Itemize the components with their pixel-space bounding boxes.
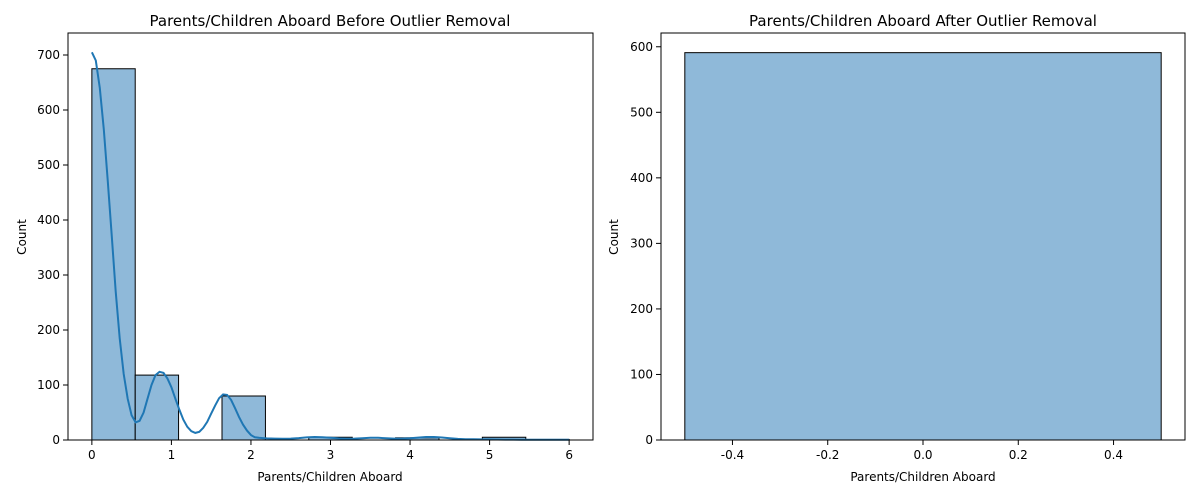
y-tick-label: 100 [37,378,60,392]
y-tick-label: 700 [37,48,60,62]
chart-left-x-ticks: 0 1 2 3 4 5 6 [88,440,573,462]
y-tick-label: 400 [630,171,653,185]
x-tick-label: 2 [247,448,255,462]
chart-right-y-ticks: 0 100 200 300 400 500 600 [630,40,661,447]
x-tick-label: 3 [327,448,335,462]
chart-right-x-ticks: -0.4 -0.2 0.0 0.2 0.4 [721,440,1123,462]
histogram-bar [684,52,1162,441]
chart-right-bars [684,52,1162,441]
chart-left-x-label: Parents/Children Aboard [257,470,402,484]
y-tick-label: 0 [645,433,653,447]
x-tick-label: -0.4 [721,448,744,462]
x-tick-label: 0.4 [1104,448,1123,462]
x-tick-label: 0.0 [913,448,932,462]
chart-right-title: Parents/Children Aboard After Outlier Re… [749,12,1097,30]
y-tick-label: 200 [37,323,60,337]
histogram-bar [134,374,180,441]
chart-left-title: Parents/Children Aboard Before Outlier R… [150,12,511,30]
chart-left-y-ticks: 0 100 200 300 400 500 600 700 [37,48,68,447]
chart-left-y-label: Count [15,219,29,255]
x-tick-label: 4 [406,448,414,462]
y-tick-label: 300 [630,236,653,250]
chart-right-x-label: Parents/Children Aboard [850,470,995,484]
chart-left-kde-line [90,51,570,441]
chart-right: Parents/Children Aboard After Outlier Re… [607,12,1186,484]
y-tick-label: 200 [630,302,653,316]
y-tick-label: 0 [52,433,60,447]
y-tick-label: 600 [37,103,60,117]
x-tick-label: 0 [88,448,96,462]
x-tick-label: 5 [486,448,494,462]
y-tick-label: 400 [37,213,60,227]
y-tick-label: 500 [37,158,60,172]
histogram-bar [221,395,266,441]
x-tick-label: 6 [565,448,573,462]
chart-left: Parents/Children Aboard Before Outlier R… [15,12,594,484]
y-tick-label: 600 [630,40,653,54]
x-tick-label: 1 [168,448,176,462]
y-tick-label: 100 [630,367,653,381]
chart-right-y-label: Count [607,219,621,255]
y-tick-label: 500 [630,105,653,119]
x-tick-label: 0.2 [1009,448,1028,462]
x-tick-label: -0.2 [816,448,839,462]
chart-left-bars [91,68,570,441]
y-tick-label: 300 [37,268,60,282]
